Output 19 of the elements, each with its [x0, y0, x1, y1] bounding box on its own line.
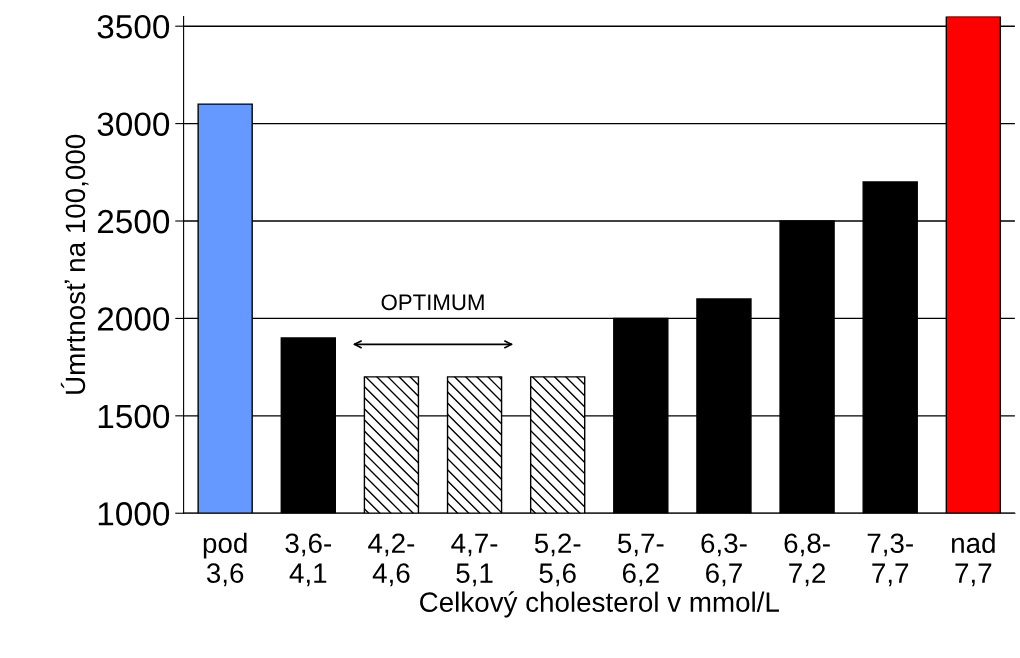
x-tick-label: 4,7- 5,1	[451, 533, 498, 587]
x-tick-label: 7,3- 7,7	[867, 533, 913, 587]
y-axis-title: Úmrtnosť na 100,000	[60, 134, 89, 394]
y-tick-label: 1500	[98, 404, 170, 429]
x-tick-label: 5,2- 5,6	[534, 533, 581, 587]
x-tick-label: pod 3,6	[203, 532, 247, 587]
x-axis-title: Celkový cholesterol v mmol/L	[420, 591, 779, 618]
y-tick-label: 1000	[98, 502, 170, 526]
x-tick-label: nad 7,7	[952, 532, 995, 587]
y-tick-label: 2000	[97, 307, 170, 331]
x-tick-label: 3,6- 4,1	[285, 533, 331, 587]
annotation: OPTIMUM	[381, 294, 484, 311]
y-tick-label: 2500	[97, 209, 170, 234]
x-tick-label: 4,2- 4,6	[368, 533, 415, 587]
x-tick-label: 6,3- 6,7	[701, 533, 747, 587]
x-tick-label: 6,8- 7,2	[784, 533, 830, 587]
x-tick-label: 5,7- 6,2	[618, 533, 664, 587]
y-tick-label: 3500	[97, 14, 170, 39]
y-tick-label: 3000	[97, 112, 170, 137]
